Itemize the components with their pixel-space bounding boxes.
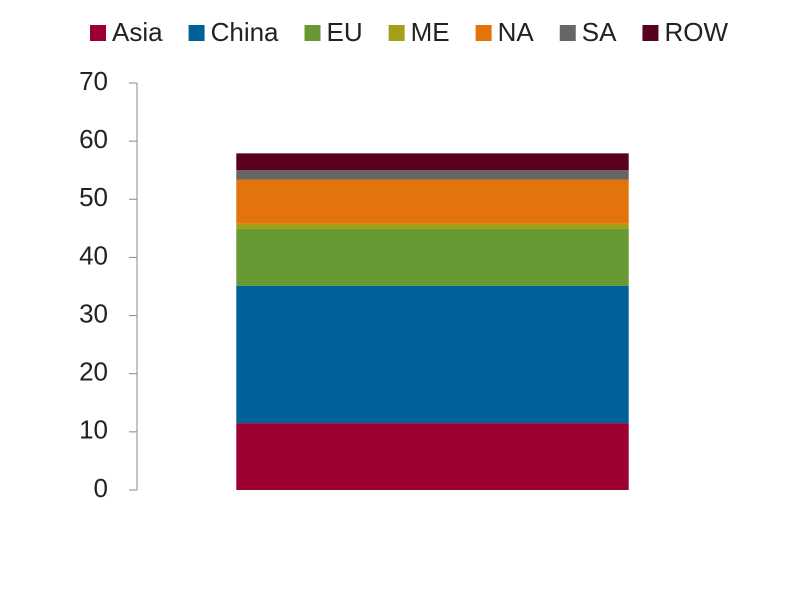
legend-swatch (90, 25, 106, 41)
y-tick-label: 40 (79, 240, 108, 270)
legend-label: China (211, 17, 279, 47)
legend-swatch (188, 25, 205, 41)
bar-segment (236, 153, 629, 171)
y-tick-label: 10 (79, 415, 108, 445)
y-tick-label: 70 (79, 66, 108, 96)
legend-label: EU (327, 17, 363, 47)
y-tick-label: 20 (79, 357, 108, 387)
legend-label: SA (582, 17, 617, 47)
legend-swatch (388, 25, 405, 41)
legend-label: ROW (664, 17, 728, 47)
legend-swatch (642, 25, 659, 41)
y-tick-label: 50 (79, 182, 108, 212)
legend-swatch (559, 25, 576, 41)
bar-segment (236, 423, 629, 490)
legend-swatch (304, 25, 321, 41)
bar-segment (236, 285, 629, 424)
legend-label: ME (411, 17, 450, 47)
y-tick-label: 0 (94, 473, 108, 503)
bar-segment (236, 179, 629, 224)
bar-segment (236, 228, 629, 286)
y-tick-label: 60 (79, 124, 108, 154)
bar-segment (236, 170, 629, 180)
legend-label: NA (498, 17, 535, 47)
y-tick-label: 30 (79, 298, 108, 328)
legend-label: Asia (112, 17, 163, 47)
bar-segment (236, 223, 629, 229)
legend-swatch (475, 25, 492, 41)
